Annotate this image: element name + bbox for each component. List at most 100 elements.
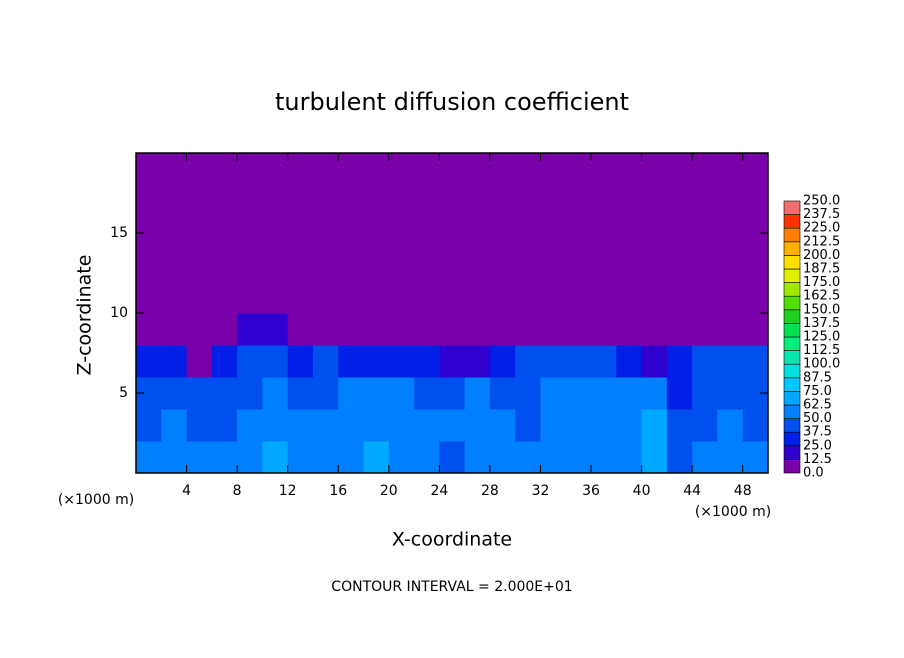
heat-cell: [388, 281, 415, 314]
heat-cell: [489, 217, 516, 250]
y-tick-label: 15: [110, 225, 128, 241]
colorbar-label: 250.0: [803, 194, 840, 209]
colorbar-label: 37.5: [803, 425, 832, 440]
colorbar-box: [783, 363, 801, 379]
heat-cell: [161, 377, 188, 410]
heat-cell: [136, 185, 162, 218]
heat-cell: [742, 441, 769, 474]
heat-cell: [489, 249, 516, 282]
heat-cell: [211, 185, 238, 218]
heat-cell: [363, 185, 390, 218]
x-tick-label: 28: [481, 483, 499, 499]
heat-cell: [540, 281, 567, 314]
heat-cell: [489, 281, 516, 314]
heat-cell: [136, 441, 162, 474]
heat-cell: [565, 409, 592, 442]
heat-cell: [591, 441, 617, 474]
heat-cell: [717, 441, 744, 474]
heat-cell: [515, 313, 541, 346]
heat-cell: [161, 281, 188, 314]
heat-cell: [641, 281, 668, 314]
heat-cell: [742, 409, 769, 442]
heat-cell: [692, 281, 718, 314]
colorbar-label: 25.0: [803, 438, 832, 453]
heat-cell: [237, 441, 263, 474]
heat-cell: [312, 153, 339, 186]
heat-cell: [388, 313, 415, 346]
heat-cell: [211, 345, 238, 378]
heat-cell: [591, 249, 617, 282]
colorbar-label: 62.5: [803, 398, 832, 413]
heat-cell: [464, 217, 491, 250]
heat-cell: [464, 345, 491, 378]
heat-cell: [515, 281, 541, 314]
heat-cell: [287, 409, 314, 442]
heat-cell: [641, 217, 668, 250]
heat-cell: [515, 377, 541, 410]
heat-cell: [464, 281, 491, 314]
heat-cell: [237, 281, 263, 314]
x-tick-label: 16: [329, 483, 347, 499]
heat-cell: [489, 441, 516, 474]
heat-cell: [338, 377, 365, 410]
heat-cell: [262, 185, 289, 218]
heat-cell: [186, 153, 213, 186]
heat-cell: [312, 377, 339, 410]
x-tick-label: 32: [532, 483, 550, 499]
heat-cell: [312, 281, 339, 314]
colorbar-label: 212.5: [803, 234, 840, 249]
x-axis-label: X-coordinate: [392, 529, 512, 551]
heat-cell: [616, 441, 643, 474]
heat-cell: [591, 281, 617, 314]
colorbar-box: [783, 214, 801, 229]
heat-cell: [565, 441, 592, 474]
heat-cell: [186, 441, 213, 474]
heat-cell: [161, 249, 188, 282]
heat-cell: [439, 217, 466, 250]
heat-cell: [161, 217, 188, 250]
heat-cell: [312, 217, 339, 250]
heat-cell: [692, 153, 718, 186]
heat-cell: [439, 249, 466, 282]
heat-cell: [540, 441, 567, 474]
heat-cell: [414, 441, 440, 474]
heat-cell: [237, 313, 263, 346]
heat-cell: [211, 249, 238, 282]
heat-cell: [666, 217, 693, 250]
colorbar-label: 100.0: [803, 357, 840, 372]
heat-cell: [641, 377, 668, 410]
heat-cell: [565, 185, 592, 218]
colorbar-box: [783, 241, 801, 256]
heat-cell: [515, 153, 541, 186]
x-tick-label: 48: [734, 483, 752, 499]
heat-cell: [692, 409, 718, 442]
x-tick-label: 8: [233, 483, 242, 499]
heat-cell: [312, 409, 339, 442]
heat-cell: [641, 441, 668, 474]
colorbar-label: 12.5: [803, 452, 832, 467]
heat-cell: [237, 409, 263, 442]
heat-cell: [616, 313, 643, 346]
heat-cell: [312, 441, 339, 474]
heat-cell: [666, 281, 693, 314]
heat-cell: [591, 313, 617, 346]
x-tick-label: 36: [582, 483, 600, 499]
heat-cell: [464, 249, 491, 282]
heat-cell: [262, 409, 289, 442]
heat-cell: [388, 441, 415, 474]
heat-cell: [388, 217, 415, 250]
heat-cell: [489, 185, 516, 218]
heat-cell: [414, 345, 440, 378]
heat-cell: [641, 249, 668, 282]
heat-cell: [692, 313, 718, 346]
heat-cell: [338, 345, 365, 378]
heat-cell: [262, 377, 289, 410]
heat-cell: [363, 281, 390, 314]
heat-cell: [464, 441, 491, 474]
heat-cell: [515, 185, 541, 218]
heat-cell: [616, 345, 643, 378]
heat-cell: [136, 281, 162, 314]
heat-cell: [591, 185, 617, 218]
heat-cell: [287, 313, 314, 346]
